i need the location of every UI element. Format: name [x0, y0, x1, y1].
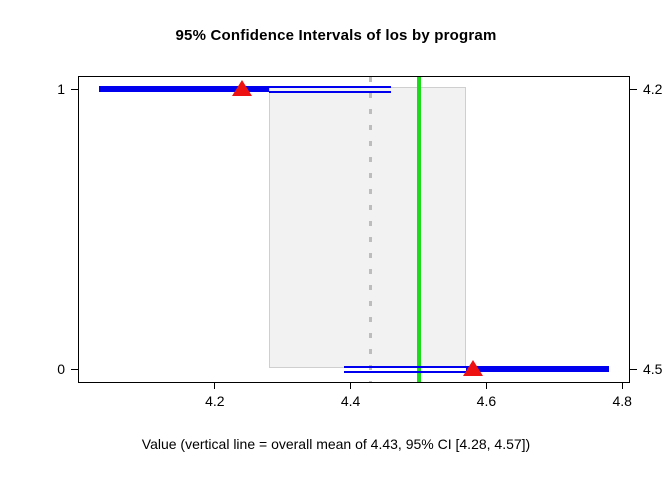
ci-segment-solid: [466, 366, 609, 372]
plot-area: 4.2 4.4 4.6 4.8 1 4.2 0 4.5: [57, 76, 662, 409]
x-axis-caption: Value (vertical line = overall mean of 4…: [141, 436, 531, 452]
y-tick-label: 1: [57, 81, 65, 97]
reference-line: [416, 77, 421, 382]
ci-segment-outline: [343, 365, 467, 373]
x-tick-label: 4.6: [476, 393, 497, 409]
group-mean-label: 4.2: [643, 81, 663, 97]
x-tick-label: 4.8: [612, 393, 632, 409]
x-tick: [621, 382, 623, 389]
right-tick: [630, 369, 637, 370]
y-tick: [71, 369, 78, 370]
x-tick-label: 4.4: [340, 393, 361, 409]
x-tick-label: 4.2: [205, 393, 225, 409]
ci-segment-outline: [269, 85, 392, 93]
y-tick-label: 0: [57, 361, 65, 377]
x-tick: [350, 382, 352, 389]
y-tick: [71, 89, 78, 90]
group-mean-label: 4.5: [643, 361, 663, 377]
x-tick: [485, 382, 487, 389]
group-mean-marker: [462, 360, 483, 376]
group-mean-marker: [231, 80, 252, 96]
chart-title: 95% Confidence Intervals of los by progr…: [175, 27, 497, 44]
ci-segment-solid: [99, 86, 270, 92]
overall-ci-box: [269, 87, 467, 368]
overall-mean-dashed-line: [369, 77, 373, 382]
x-tick: [214, 382, 216, 389]
right-tick: [630, 89, 637, 90]
